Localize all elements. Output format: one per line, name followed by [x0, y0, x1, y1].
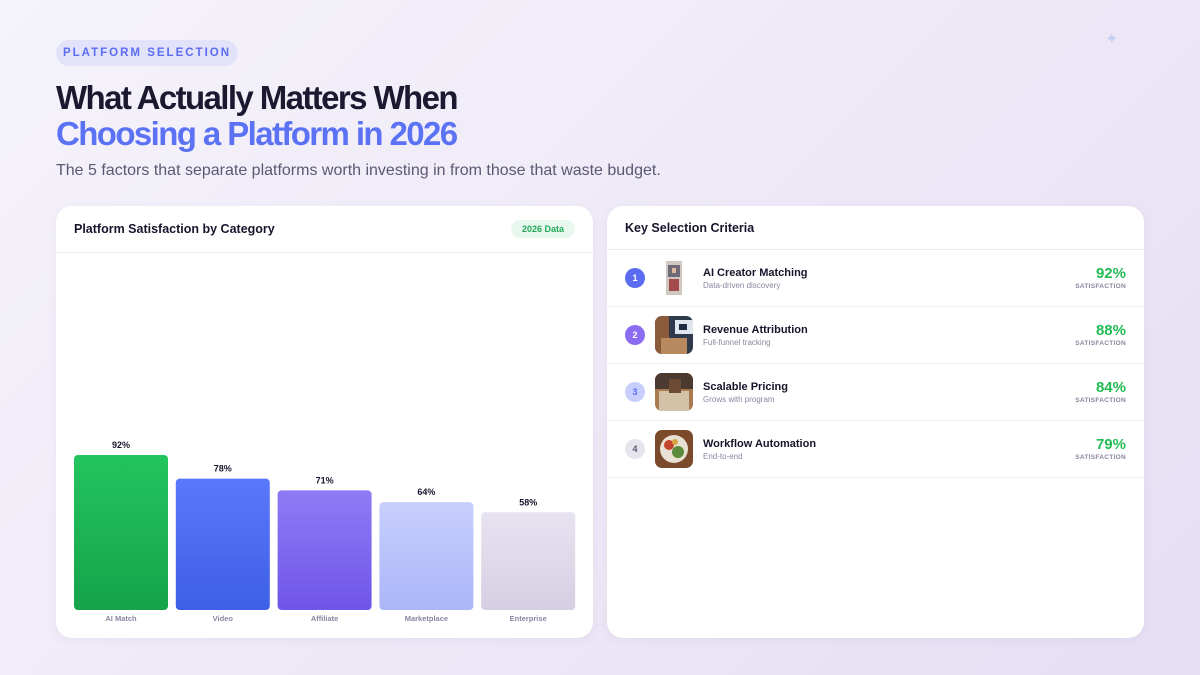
selection-criteria-card: Key Selection Criteria 1 AI Creator Matc…: [607, 206, 1144, 638]
bar-category-label: Video: [213, 614, 234, 623]
photo-thumbnail-icon: [655, 259, 693, 297]
criteria-subtitle: Full-funnel tracking: [703, 337, 771, 347]
chart-card-header: Platform Satisfaction by Category 2026 D…: [56, 206, 593, 253]
criteria-score: 92% SATISFACTION: [1075, 265, 1126, 291]
criteria-item[interactable]: 4 Workflow Automation End-to-end 79% SAT…: [607, 421, 1144, 478]
satisfaction-percent: 92%: [1095, 265, 1126, 282]
criteria-score: 79% SATISFACTION: [1075, 436, 1126, 462]
satisfaction-bar-chart: 92% AI Match 78% Video 71% Affiliate 64% Market…: [74, 440, 576, 623]
criteria-score: 84% SATISFACTION: [1075, 379, 1126, 405]
page-subtitle: The 5 factors that separate platforms wo…: [56, 162, 661, 179]
bar-affiliate: [277, 490, 372, 610]
bar-category-label: Affiliate: [311, 614, 339, 623]
bar-value-label: 92%: [112, 440, 130, 450]
chart-card-title: Platform Satisfaction by Category: [74, 222, 275, 236]
criteria-title: Revenue Attribution: [703, 323, 808, 336]
bar-value-label: 58%: [519, 497, 537, 507]
satisfaction-label: SATISFACTION: [1075, 283, 1126, 290]
headline-line-1: What Actually Matters When: [56, 79, 458, 116]
criteria-subtitle: End-to-end: [703, 451, 743, 461]
criteria-text: AI Creator Matching Data-driven discover…: [703, 267, 1075, 290]
photo-thumbnail-icon: [655, 316, 693, 354]
data-year-badge: 2026 Data: [510, 220, 575, 238]
rank-number: 1: [625, 268, 645, 288]
criteria-score: 88% SATISFACTION: [1075, 322, 1126, 348]
bar-enterprise: [481, 512, 576, 610]
photo-thumbnail-icon: [655, 373, 693, 411]
criteria-card-header: Key Selection Criteria: [607, 206, 1144, 250]
bar-category-label: Enterprise: [510, 614, 547, 623]
rank-number: 2: [625, 325, 645, 345]
bar-category-label: Marketplace: [405, 614, 448, 623]
criteria-text: Workflow Automation End-to-end: [703, 438, 1075, 461]
headline-line-2: Choosing a Platform in 2026: [56, 115, 458, 152]
page-headline: What Actually Matters When Choosing a Pl…: [56, 79, 458, 152]
criteria-card-title: Key Selection Criteria: [625, 220, 755, 235]
photo-thumbnail-icon: [655, 430, 693, 468]
bar-marketplace: [379, 502, 474, 610]
criteria-title: AI Creator Matching: [703, 266, 808, 279]
satisfaction-label: SATISFACTION: [1075, 340, 1126, 347]
criteria-subtitle: Data-driven discovery: [703, 280, 781, 290]
satisfaction-label: SATISFACTION: [1075, 454, 1126, 461]
section-eyebrow-pill: PLATFORM SELECTION: [56, 40, 238, 66]
rank-number: 3: [625, 382, 645, 402]
criteria-item[interactable]: 1 AI Creator Matching Data-driven discov…: [607, 250, 1144, 307]
criteria-text: Revenue Attribution Full-funnel tracking: [703, 324, 1075, 347]
criteria-item[interactable]: 3 Scalable Pricing Grows with program 84…: [607, 364, 1144, 421]
rank-number: 4: [625, 439, 645, 459]
sparkle-decoration-icon: ✦: [1105, 29, 1119, 48]
bar-category-label: AI Match: [105, 614, 137, 623]
satisfaction-label: SATISFACTION: [1075, 397, 1126, 404]
criteria-title: Scalable Pricing: [703, 380, 788, 393]
satisfaction-chart-card: Platform Satisfaction by Category 2026 D…: [56, 206, 593, 638]
criteria-item[interactable]: 2 Revenue Attribution Full-funnel tracki…: [607, 307, 1144, 364]
bar-ai-match: [74, 454, 168, 610]
bar-value-label: 64%: [417, 487, 435, 497]
bar-value-label: 78%: [214, 464, 232, 474]
criteria-subtitle: Grows with program: [703, 394, 775, 404]
satisfaction-percent: 88%: [1095, 322, 1126, 339]
satisfaction-percent: 79%: [1095, 436, 1126, 453]
bar-value-label: 71%: [316, 475, 334, 485]
satisfaction-percent: 84%: [1095, 379, 1126, 396]
criteria-list: 1 AI Creator Matching Data-driven discov…: [607, 250, 1144, 478]
criteria-title: Workflow Automation: [703, 437, 817, 450]
bar-video: [175, 478, 270, 610]
criteria-text: Scalable Pricing Grows with program: [703, 381, 1075, 404]
